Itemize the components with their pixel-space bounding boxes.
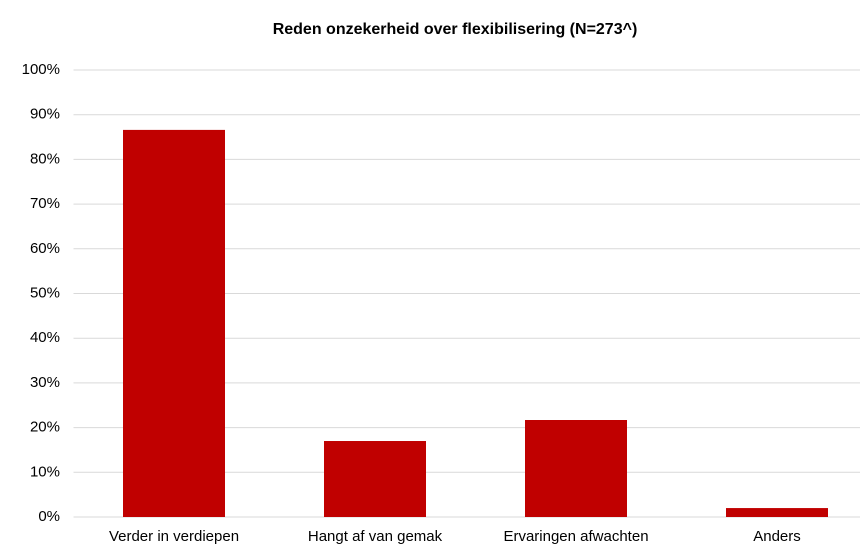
bar: [525, 420, 627, 517]
y-tick-label: 50%: [30, 284, 60, 301]
bar: [726, 508, 828, 517]
y-tick-label: 80%: [30, 150, 60, 167]
y-tick-label: 30%: [30, 374, 60, 391]
x-tick-label: Verder in verdiepen: [109, 528, 239, 545]
y-tick-label: 90%: [30, 106, 60, 123]
y-tick-label: 10%: [30, 463, 60, 480]
x-tick-label: Hangt af van gemak: [308, 528, 443, 545]
y-tick-label: 70%: [30, 195, 60, 212]
x-tick-label: Ervaringen afwachten: [503, 528, 648, 545]
y-tick-label: 0%: [38, 508, 60, 525]
y-tick-label: 100%: [22, 61, 60, 78]
y-tick-label: 20%: [30, 419, 60, 436]
y-tick-label: 60%: [30, 240, 60, 257]
bar: [123, 129, 225, 517]
chart-title: Reden onzekerheid over flexibilisering (…: [273, 21, 638, 38]
bar: [324, 441, 426, 517]
x-tick-label: Anders: [753, 528, 801, 545]
y-tick-label: 40%: [30, 329, 60, 346]
